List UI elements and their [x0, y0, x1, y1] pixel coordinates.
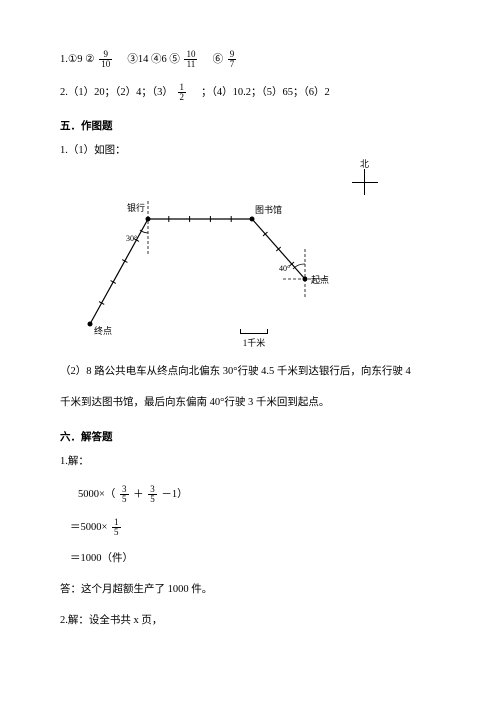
- q6-1-line2: ＝5000× 15: [70, 518, 440, 537]
- q6-1-answer: 答：这个月超额生产了 1000 件。: [60, 582, 440, 599]
- svg-text:终点: 终点: [94, 325, 112, 336]
- section-5-title: 五．作图题: [60, 118, 440, 133]
- answer-1: 1.①9 ② 910 ③14 ④6 ⑤ 1011 ⑥ 97: [60, 50, 440, 69]
- svg-text:30°: 30°: [126, 234, 137, 243]
- q1-mid1: ③14 ④6 ⑤: [117, 54, 180, 65]
- answer-2: 2.（1）20；（2）4；（3） 12 ；（4）10.2；（5）65；（6）2: [60, 83, 440, 102]
- scale-bar: 1千米: [240, 329, 268, 349]
- q1-frac1: 910: [99, 50, 112, 69]
- svg-text:银行: 银行: [127, 202, 145, 213]
- section-6-title: 六．解答题: [60, 429, 440, 444]
- svg-text:图书馆: 图书馆: [255, 204, 282, 215]
- q1-prefix: 1.①9 ②: [60, 54, 95, 65]
- q6-1-line1: 5000×（ 35 ＋ 35 －1）: [78, 485, 440, 504]
- q1-frac3: 97: [228, 50, 237, 69]
- q1-mid2: ⑥: [202, 54, 223, 65]
- q1-frac2: 1011: [184, 50, 197, 69]
- q6-1-line3: ＝1000（件）: [70, 551, 440, 568]
- section-5-answer-l1: （2）8 路公共电车从终点向北偏东 30°行驶 4.5 千米到达银行后，向东行驶…: [60, 364, 440, 381]
- q6-2: 2.解：设全书共 x 页，: [60, 613, 440, 630]
- section-5-intro: 1.（1）如图：: [60, 143, 440, 160]
- svg-text:起点: 起点: [311, 275, 329, 285]
- compass-icon: 北: [350, 169, 380, 199]
- section-5-answer-l2: 千米到达图书馆，最后向东偏南 40°行驶 3 千米回到起点。: [60, 395, 440, 412]
- q2-frac: 12: [178, 83, 187, 102]
- q2-suffix: ；（4）10.2；（5）65；（6）2: [191, 87, 330, 98]
- route-diagram: 北 银行图书馆终点起点30°40° 1千米: [70, 174, 350, 354]
- svg-text:40°: 40°: [279, 264, 290, 273]
- q2-prefix: 2.（1）20；（2）4；（3）: [60, 87, 173, 98]
- q6-1-head: 1.解：: [60, 454, 440, 471]
